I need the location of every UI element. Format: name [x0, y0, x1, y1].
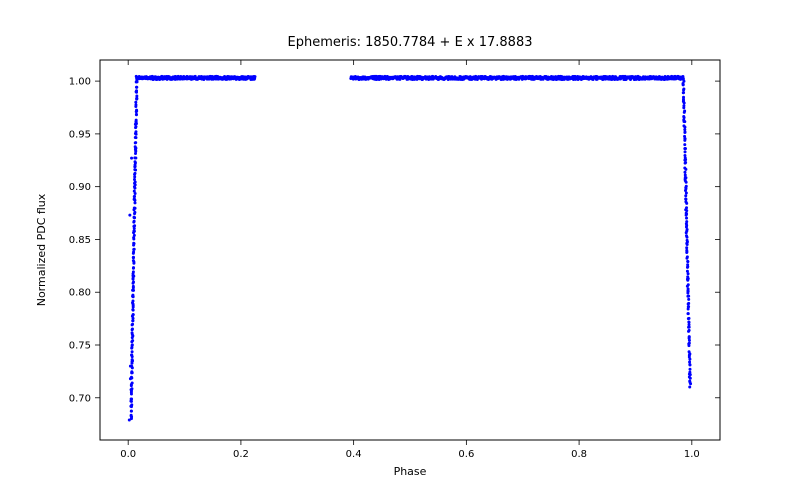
y-tick-label: 0.90: [69, 182, 91, 193]
x-tick-label: 1.0: [684, 449, 700, 460]
x-tick-label: 0.4: [346, 449, 362, 460]
x-tick-label: 0.2: [233, 449, 249, 460]
x-tick-label: 0.0: [120, 449, 136, 460]
y-tick-label: 0.75: [69, 341, 91, 352]
y-tick-label: 0.95: [69, 129, 91, 140]
y-tick-label: 0.85: [69, 235, 91, 246]
chart-title: Ephemeris: 1850.7784 + E x 17.8883: [288, 35, 533, 50]
x-tick-label: 0.6: [458, 449, 474, 460]
y-tick-label: 0.70: [69, 393, 91, 404]
x-tick-label: 0.8: [571, 449, 587, 460]
x-axis-label: Phase: [394, 465, 427, 478]
y-tick-label: 1.00: [69, 77, 91, 88]
y-tick-label: 0.80: [69, 288, 91, 299]
phase-flux-chart: Ephemeris: 1850.7784 + E x 17.8883 0.0 0.2…: [0, 0, 800, 500]
y-axis-label: Normalized PDC flux: [35, 193, 48, 306]
